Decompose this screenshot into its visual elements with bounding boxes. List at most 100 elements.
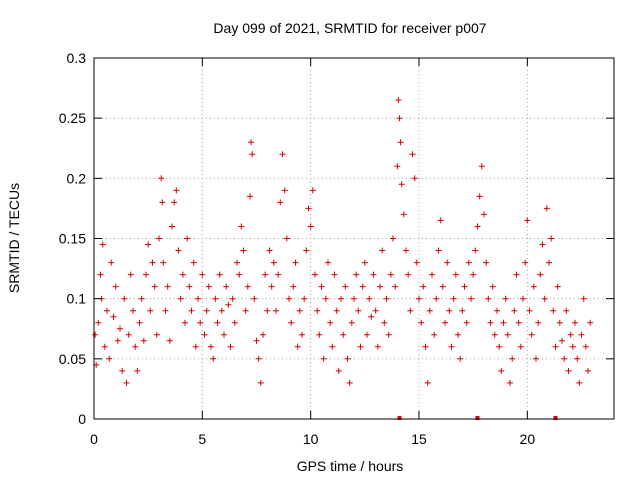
data-point (197, 319, 204, 326)
data-point (578, 331, 585, 338)
data-point (398, 181, 405, 188)
data-point (188, 307, 195, 314)
data-point (372, 307, 379, 314)
data-point (520, 295, 526, 302)
data-point (283, 235, 290, 242)
data-point (567, 331, 574, 338)
data-point (426, 307, 433, 314)
data-point (504, 331, 511, 338)
data-point (576, 379, 583, 386)
y-tick-label: 0.25 (59, 110, 86, 126)
data-point (530, 283, 537, 290)
data-point (552, 343, 559, 350)
gap-marker (553, 416, 558, 420)
data-point (541, 295, 548, 302)
x-tick-label: 5 (198, 431, 206, 447)
data-point (353, 271, 360, 278)
data-point (114, 337, 121, 344)
data-point (299, 331, 305, 338)
data-point (457, 355, 464, 362)
data-point (340, 331, 347, 338)
data-point (266, 247, 273, 254)
data-point (242, 307, 249, 314)
data-point (273, 307, 279, 314)
data-point (572, 319, 578, 326)
data-point (199, 271, 206, 278)
data-point (208, 343, 214, 350)
data-point (368, 313, 375, 320)
data-point (130, 307, 136, 314)
data-point (394, 163, 401, 170)
data-point (229, 295, 236, 302)
data-point (502, 295, 509, 302)
data-point (296, 307, 303, 314)
data-point (329, 343, 336, 350)
data-point (346, 379, 353, 386)
data-points (92, 97, 594, 386)
y-tick-label: 0.15 (59, 231, 86, 247)
data-point (95, 319, 102, 326)
data-point (411, 175, 418, 182)
gap-markers (397, 416, 558, 420)
data-point (405, 271, 412, 278)
data-point (383, 295, 390, 302)
data-point (316, 331, 323, 338)
data-point (474, 223, 481, 230)
data-point (522, 259, 529, 266)
data-point (424, 379, 431, 386)
data-point (416, 295, 422, 302)
data-point (574, 355, 581, 362)
data-point (301, 295, 308, 302)
axis-ticks: 0 0.05 0.1 0.15 0.2 0.25 0.3 0 5 10 15 20 (59, 50, 614, 447)
data-point (455, 331, 461, 338)
data-point (290, 283, 297, 290)
data-point (387, 271, 394, 278)
data-point (338, 295, 344, 302)
data-point (244, 283, 251, 290)
data-point (251, 295, 258, 302)
data-point (162, 307, 169, 314)
data-point (472, 247, 479, 254)
data-point (182, 319, 188, 326)
data-point (205, 283, 212, 290)
data-point (420, 283, 427, 290)
data-point (563, 307, 570, 314)
x-tick-label: 15 (411, 431, 427, 447)
data-point (485, 295, 492, 302)
data-point (309, 187, 316, 194)
data-point (400, 211, 407, 218)
data-point (465, 259, 472, 266)
data-point (435, 247, 442, 254)
data-point (275, 271, 282, 278)
data-point (123, 379, 130, 386)
data-point (500, 319, 507, 326)
data-point (104, 307, 110, 314)
data-point (361, 259, 368, 266)
data-point (121, 295, 128, 302)
data-point (156, 235, 162, 242)
data-point (537, 271, 544, 278)
gap-marker (475, 416, 480, 420)
data-point (110, 313, 117, 320)
data-point (236, 271, 243, 278)
data-point (444, 259, 451, 266)
data-point (270, 259, 277, 266)
data-point (119, 367, 126, 374)
data-point (140, 337, 147, 344)
data-point (234, 259, 240, 266)
data-point (292, 259, 299, 266)
data-point (559, 337, 565, 344)
data-point (279, 151, 286, 158)
data-point (526, 307, 533, 314)
data-point (186, 283, 193, 290)
data-point (248, 139, 255, 146)
data-point (92, 331, 99, 338)
data-point (127, 271, 134, 278)
y-tick-label: 0.2 (67, 170, 87, 186)
chart-title: Day 099 of 2021, SRMTID for receiver p00… (213, 20, 486, 36)
data-point (582, 343, 589, 350)
data-point (201, 331, 208, 338)
data-point (117, 325, 123, 332)
